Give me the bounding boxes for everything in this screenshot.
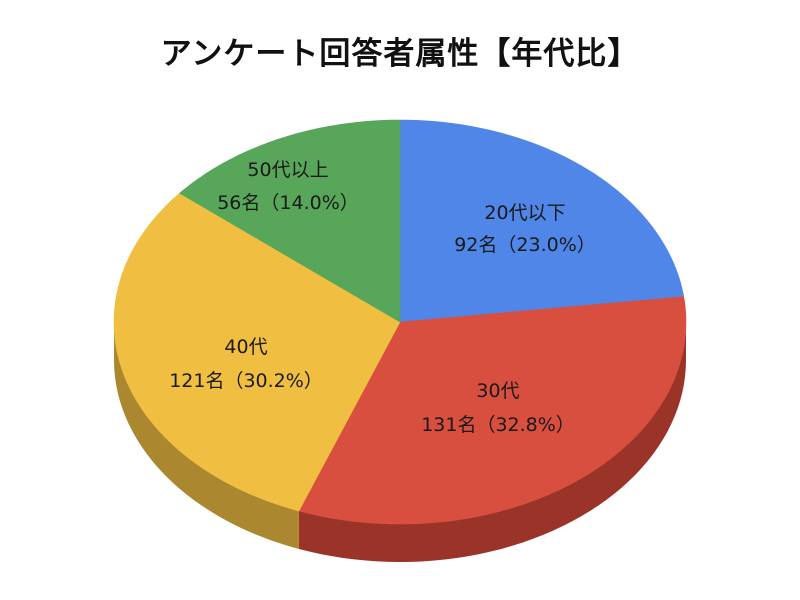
pie-side-3 — [114, 322, 299, 549]
slice-value-label-1: 92名（23.0%） — [454, 234, 596, 256]
slice-labels: 20代以下 92名（23.0%） 30代 131名（32.8%） 40代 121名（30.… — [169, 159, 596, 436]
slice-4 — [179, 119, 401, 323]
slice-label-4: 50代以上 — [247, 159, 328, 181]
slice-label-3: 40代 — [224, 336, 267, 358]
slice-label-2: 30代 — [476, 380, 519, 402]
pie-side-2 — [298, 322, 686, 562]
slice-2 — [298, 296, 687, 525]
slice-label-1: 20代以下 — [484, 202, 565, 224]
slice-value-label-3: 121名（30.2%） — [169, 370, 323, 392]
pie-sides — [114, 322, 686, 562]
slice-value-label-2: 131名（32.8%） — [421, 414, 575, 436]
pie-slices — [113, 119, 687, 525]
slice-3 — [113, 192, 401, 512]
slice-value-label-4: 56名（14.0%） — [217, 192, 359, 214]
chart-title: アンケート回答者属性【年代比】 — [160, 36, 640, 72]
slice-1 — [399, 119, 685, 323]
